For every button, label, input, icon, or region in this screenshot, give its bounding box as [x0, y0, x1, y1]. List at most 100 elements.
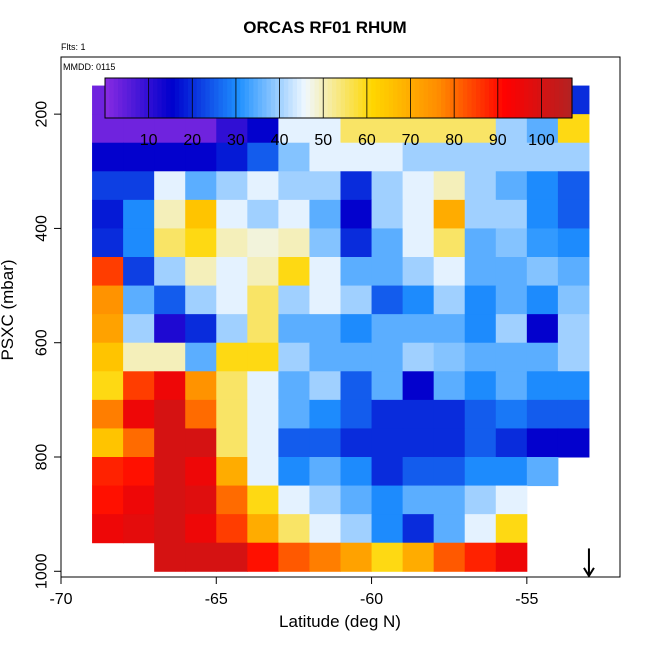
heatmap-cell	[526, 399, 559, 429]
heatmap-cell	[154, 399, 186, 429]
heatmap-cell	[495, 142, 528, 172]
colorbar-segment	[484, 78, 490, 118]
colorbar-segment	[170, 78, 176, 118]
heatmap-cell	[216, 257, 248, 287]
colorbar-segment	[214, 78, 220, 118]
heatmap-cell	[464, 228, 497, 258]
heatmap-cell	[340, 228, 373, 258]
heatmap-cell	[402, 514, 435, 544]
colorbar-segment	[201, 78, 206, 118]
heatmap-cell	[216, 371, 248, 401]
heatmap-cell	[216, 142, 248, 172]
colorbar-segment	[545, 78, 551, 118]
heatmap-cell	[557, 199, 590, 229]
heatmap-cell	[371, 257, 404, 287]
heatmap-cell	[402, 199, 435, 229]
heatmap-cell	[247, 399, 279, 429]
heatmap-cell	[216, 485, 248, 515]
heatmap-cell	[278, 199, 310, 229]
heatmap-cell	[402, 485, 435, 515]
colorbar-segment	[249, 78, 254, 118]
heatmap-cell	[433, 399, 466, 429]
heatmap-cell	[185, 257, 217, 287]
colorbar-segment	[183, 78, 189, 118]
colorbar-segment	[301, 78, 307, 118]
colorbar-segment	[458, 78, 464, 118]
colorbar-segment	[379, 78, 385, 118]
colorbar-tick-label: 100	[528, 132, 555, 149]
colorbar-segment	[209, 78, 215, 118]
colorbar-segment	[122, 78, 128, 118]
colorbar-segment	[414, 78, 420, 118]
colorbar-tick-label: 30	[227, 132, 245, 149]
heatmap-cell	[247, 342, 279, 372]
colorbar-segment	[502, 78, 508, 118]
heatmap-cell	[92, 114, 124, 144]
heatmap-cell	[371, 542, 404, 572]
colorbar-segment	[205, 78, 211, 118]
heatmap-cell	[433, 171, 466, 201]
colorbar-segment	[532, 78, 538, 118]
heatmap-cell	[526, 257, 559, 287]
colorbar-segment	[419, 78, 425, 118]
heatmap-cell	[185, 399, 217, 429]
heatmap-cell	[247, 371, 279, 401]
heatmap-cell	[402, 342, 435, 372]
heatmap-cell	[216, 457, 248, 487]
heatmap-cell	[371, 399, 404, 429]
heatmap-cell	[247, 257, 279, 287]
colorbar-segment	[266, 78, 272, 118]
colorbar-segment	[497, 78, 503, 118]
heatmap-cell	[309, 542, 341, 572]
heatmap-cell	[464, 142, 497, 172]
heatmap-cell	[123, 142, 155, 172]
heatmap-cell	[495, 285, 528, 315]
heatmap-cell	[557, 399, 590, 429]
heatmap-cell	[278, 399, 310, 429]
heatmap-cell	[216, 199, 248, 229]
heatmap-cell	[464, 314, 497, 344]
colorbar-segment	[144, 78, 150, 118]
heatmap-cell	[278, 371, 310, 401]
colorbar-segment	[353, 78, 359, 118]
colorbar-segment	[297, 78, 303, 118]
colorbar-segment	[305, 78, 311, 118]
colorbar-segment	[275, 78, 281, 118]
colorbar-segment	[406, 78, 412, 118]
heatmap-cell	[464, 257, 497, 287]
heatmap-cell	[464, 342, 497, 372]
heatmap-cell	[92, 342, 124, 372]
heatmap-cell	[402, 428, 435, 458]
colorbar-segment	[393, 78, 399, 118]
colorbar-segment	[480, 78, 486, 118]
heatmap-cell	[433, 199, 466, 229]
x-tick-label: -65	[205, 591, 228, 608]
heatmap-cell	[278, 485, 310, 515]
heatmap-cell	[433, 485, 466, 515]
heatmap-cell	[123, 257, 155, 287]
colorbar-segment	[563, 78, 569, 118]
colorbar-segment	[113, 78, 119, 118]
heatmap-cell	[247, 171, 279, 201]
heatmap-cell	[92, 457, 124, 487]
colorbar-segment	[475, 78, 481, 118]
colorbar-segment	[519, 78, 525, 118]
heatmap-cell	[433, 228, 466, 258]
heatmap-cell	[185, 514, 217, 544]
heatmap-cell	[495, 171, 528, 201]
colorbar-segment	[131, 78, 137, 118]
colorbar-segment	[397, 78, 403, 118]
heatmap-cell	[402, 114, 435, 144]
heatmap-cell	[495, 542, 528, 572]
heatmap-cell	[309, 285, 341, 315]
colorbar-segment	[327, 78, 333, 118]
colorbar-segment	[174, 78, 180, 118]
heatmap-cell	[247, 542, 279, 572]
heatmap-cell	[278, 171, 310, 201]
heatmap-cell	[433, 371, 466, 401]
heatmap-cell	[154, 142, 186, 172]
heatmap-cell	[309, 142, 341, 172]
heatmap-cell	[433, 314, 466, 344]
heatmap-cell	[154, 514, 186, 544]
heatmap-cell	[402, 314, 435, 344]
